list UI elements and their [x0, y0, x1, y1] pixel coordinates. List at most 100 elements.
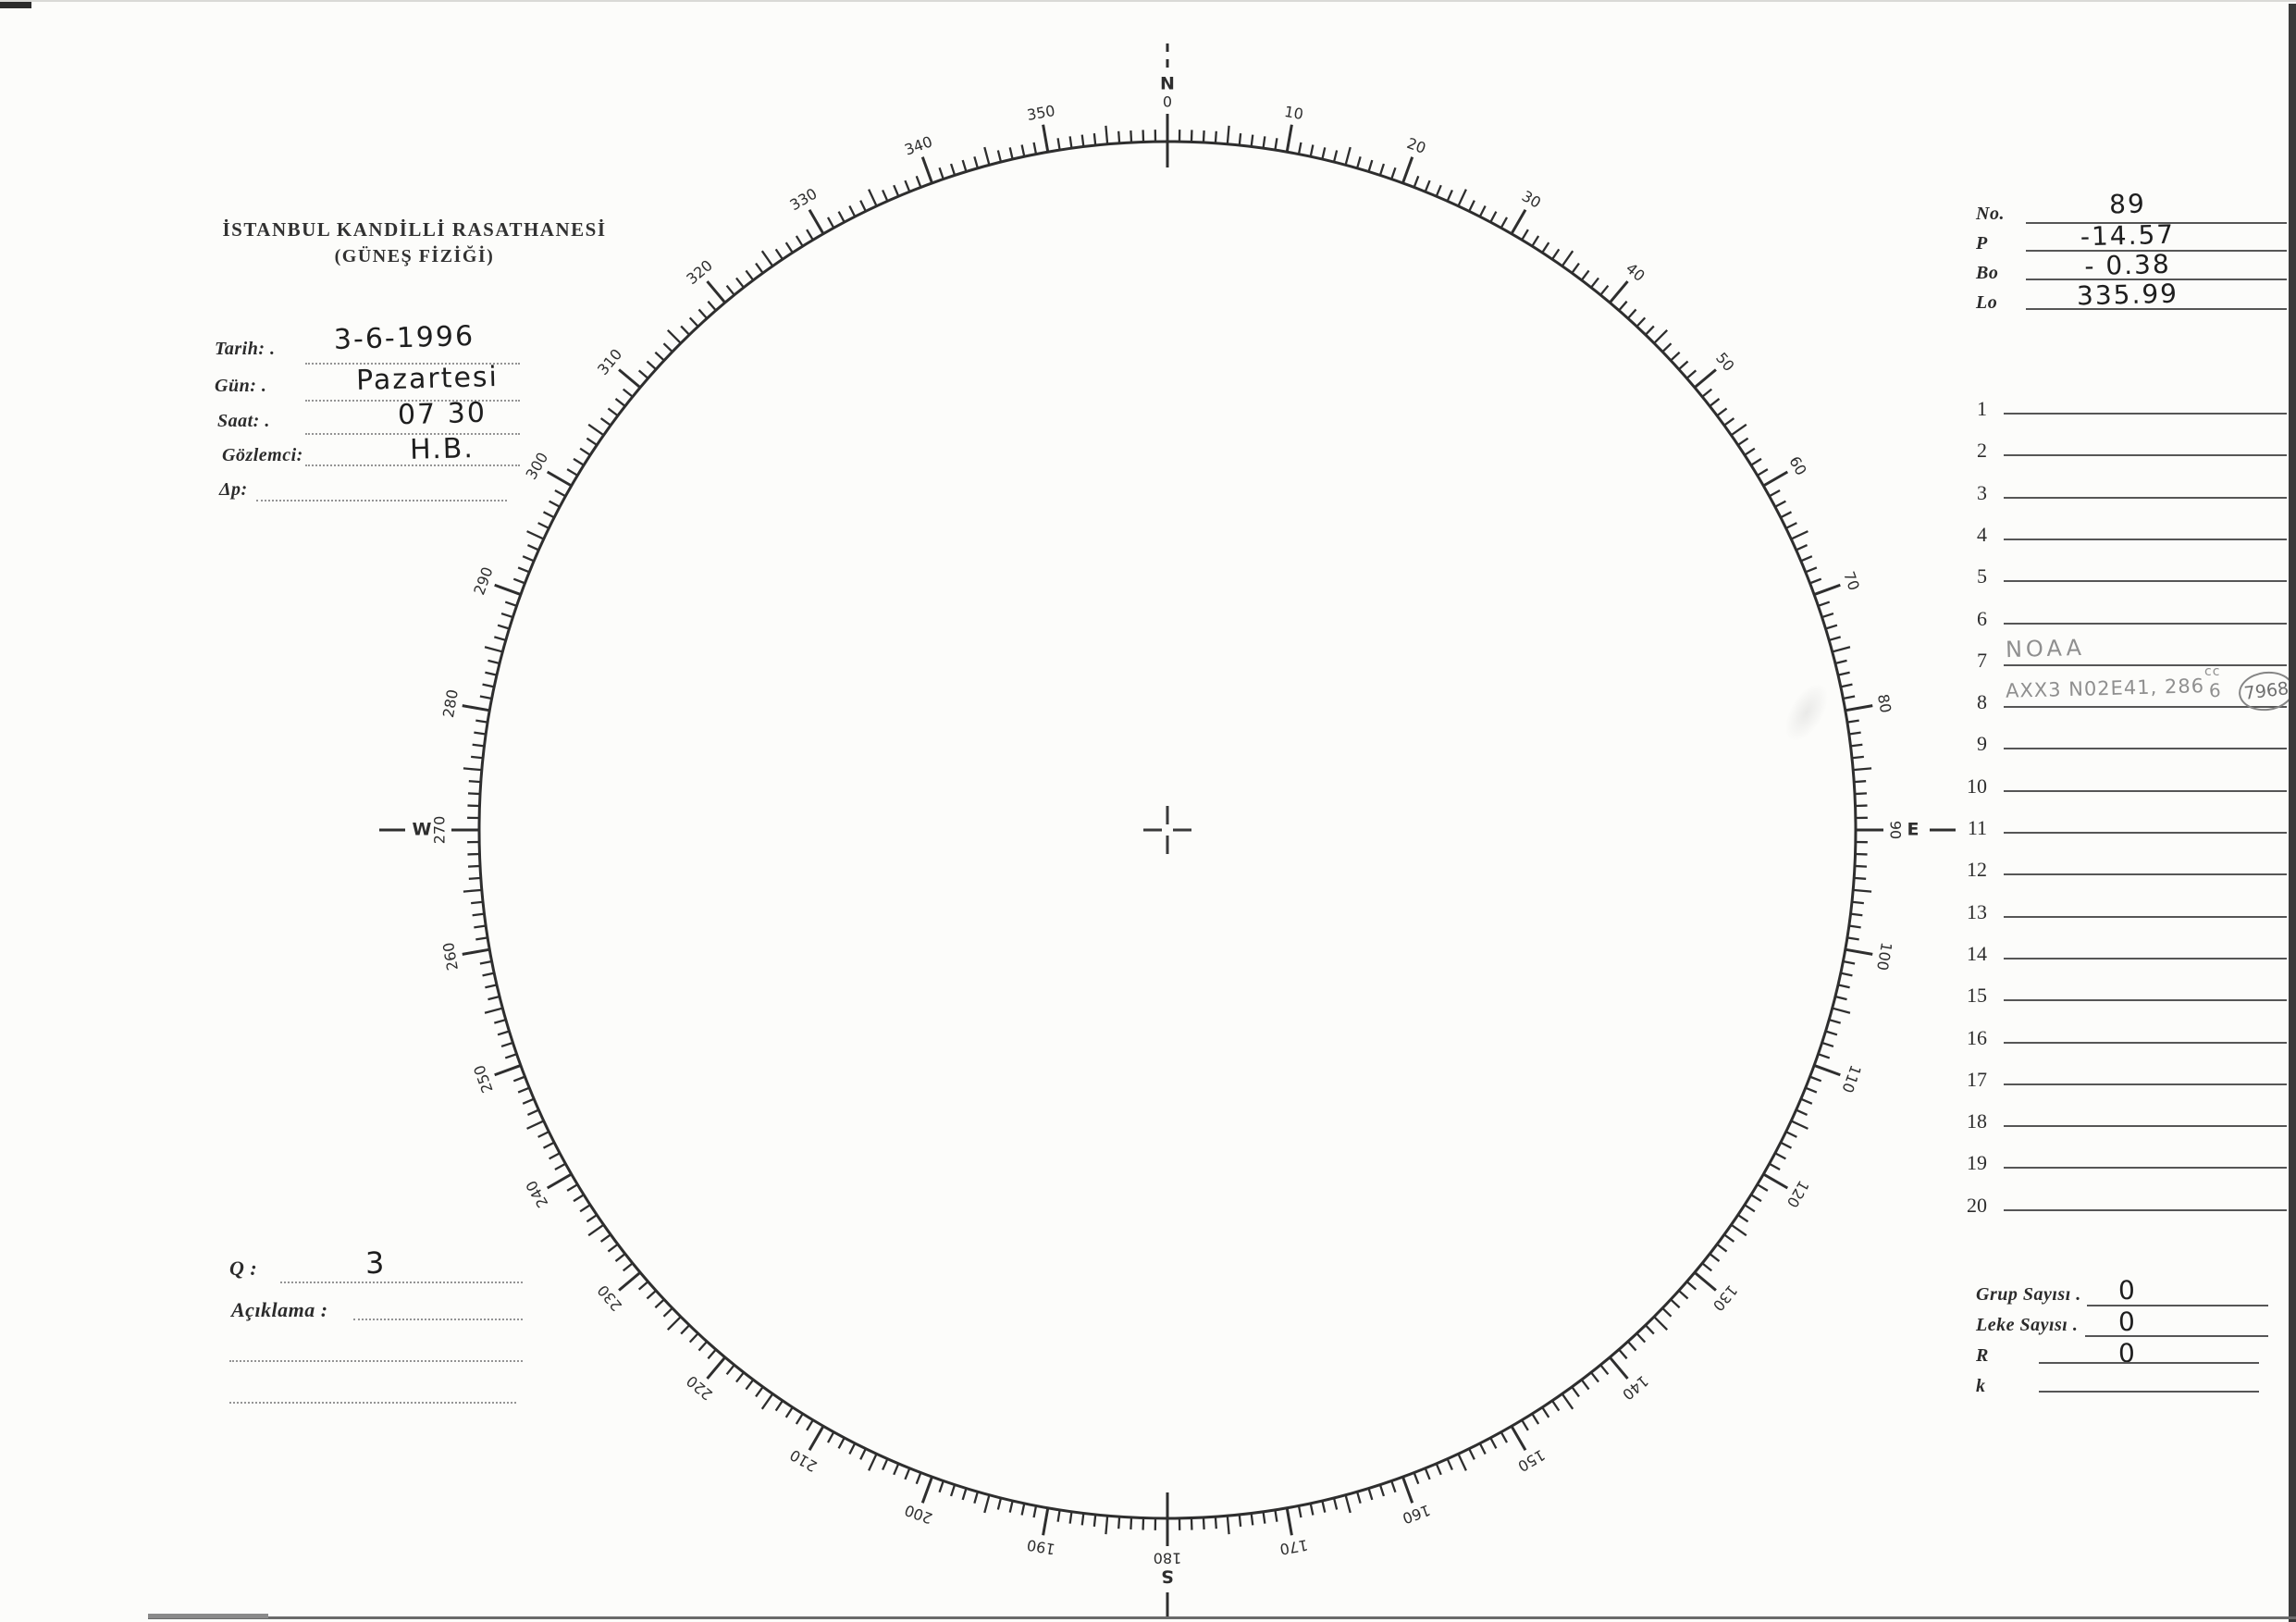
- region-row-number: 12: [1967, 858, 1987, 882]
- region-row-underline: [2004, 580, 2287, 583]
- observatory-subtitle: (GÜNEŞ FİZİĞİ): [334, 246, 495, 266]
- region-row-number: 3: [1977, 480, 1987, 504]
- region-row-entry-handwritten: NOAA: [2005, 634, 2086, 662]
- degree-label: 20: [1404, 134, 1428, 157]
- region-row-underline: [2004, 789, 2287, 792]
- degree-label: 10: [1283, 103, 1304, 123]
- region-row-underline: [2004, 873, 2287, 876]
- region-row-number: 9: [1977, 732, 1987, 756]
- region-row-underline: [2004, 496, 2287, 499]
- region-row-number: 1: [1977, 397, 1987, 420]
- degree-label: 340: [902, 132, 934, 158]
- degree-label: 270: [431, 816, 449, 845]
- disk-rim: [477, 140, 1858, 1520]
- meta-field-label: Gözlemci:: [222, 445, 303, 465]
- ephemeris-field-label: No.: [1976, 204, 2005, 224]
- meta-field-value-handwritten: Pazartesi: [355, 360, 500, 398]
- counts-field-label: Grup Sayısı .: [1976, 1284, 2081, 1305]
- notes-underline-2: [229, 1360, 523, 1362]
- degree-label: 0: [1163, 93, 1172, 111]
- notes-underline-3: [229, 1402, 516, 1404]
- degree-label: 200: [902, 1501, 934, 1527]
- region-row-superscript: cc: [2204, 664, 2221, 680]
- meta-field-underline: [305, 433, 520, 435]
- degree-label: 330: [787, 185, 821, 215]
- counts-field-value-handwritten: 0: [2117, 1337, 2138, 1369]
- degree-label: 130: [1710, 1282, 1741, 1315]
- region-row-underline: [2004, 1125, 2287, 1128]
- region-row-underline: [2004, 622, 2287, 625]
- counts-field-value-handwritten: 0: [2117, 1274, 2138, 1306]
- degree-label: 90: [1887, 821, 1905, 839]
- region-row-number: 20: [1967, 1193, 1987, 1217]
- counts-field-value-handwritten: 0: [2117, 1306, 2138, 1338]
- degree-label: 280: [439, 688, 462, 719]
- region-row-number: 13: [1967, 899, 1987, 923]
- region-row-underline: [2004, 999, 2287, 1002]
- degree-label: 250: [470, 1063, 496, 1096]
- region-row-underline: [2004, 1083, 2287, 1085]
- meta-field-label: Saat: .: [217, 411, 270, 431]
- degree-label: 170: [1278, 1536, 1309, 1558]
- ephemeris-field-label: P: [1976, 233, 1988, 254]
- region-row-underline: [2004, 706, 2287, 709]
- cardinal-letter: W: [413, 820, 432, 840]
- region-row-underline: [2004, 832, 2287, 834]
- quality-label: Q :: [229, 1257, 258, 1280]
- degree-labels: 0102030405060708090100110120130140150160…: [431, 93, 1905, 1567]
- degree-label: 310: [594, 345, 625, 378]
- observatory-title: İSTANBUL KANDİLLİ RASATHANESİ: [222, 218, 607, 241]
- region-row-number: 19: [1967, 1151, 1987, 1175]
- region-row-underline: [2004, 663, 2287, 666]
- region-row-number: 5: [1977, 564, 1987, 588]
- ephemeris-field-label: Bo: [1976, 263, 1999, 283]
- counts-field-underline: [2087, 1305, 2268, 1306]
- cardinal-markers: N E S W: [379, 42, 1956, 1618]
- region-row-number: 2: [1977, 439, 1987, 463]
- counts-field-underline: [2039, 1362, 2259, 1364]
- ephemeris-field-label: Lo: [1976, 292, 1998, 313]
- degree-label: 190: [1026, 1536, 1056, 1558]
- center-crosshair: [1143, 806, 1191, 854]
- counts-field-underline: [2039, 1391, 2259, 1393]
- degree-label: 350: [1026, 102, 1056, 124]
- region-row-number: 16: [1967, 1025, 1987, 1049]
- meta-field-value-handwritten: 07 30: [397, 396, 488, 432]
- region-row-number: 10: [1967, 774, 1987, 798]
- ephemeris-field-underline: [2026, 222, 2287, 224]
- region-row-underline: [2004, 748, 2287, 750]
- degree-label: 180: [1154, 1550, 1182, 1567]
- degree-label: 240: [523, 1178, 552, 1211]
- degree-label: 80: [1874, 693, 1895, 714]
- region-row-number: 6: [1977, 606, 1987, 630]
- region-row-number: 18: [1967, 1109, 1987, 1133]
- meta-field-underline: [256, 500, 507, 501]
- meta-field-label: Tarih: .: [215, 339, 276, 359]
- cardinal-letter: E: [1907, 820, 1920, 840]
- degree-label: 30: [1519, 187, 1544, 212]
- region-row-underline: [2004, 915, 2287, 918]
- region-row-underline: [2004, 413, 2287, 415]
- degree-label: 110: [1838, 1063, 1864, 1096]
- cardinal-letter: S: [1161, 1566, 1174, 1587]
- degree-label: 100: [1873, 941, 1895, 972]
- meta-field-label: Gün: .: [215, 376, 267, 396]
- degree-label: 210: [787, 1446, 821, 1476]
- degree-label: 230: [594, 1282, 625, 1315]
- quality-underline: [280, 1282, 523, 1283]
- degree-label: 120: [1784, 1178, 1813, 1211]
- meta-field-underline: [305, 400, 520, 402]
- degree-label: 260: [439, 941, 462, 972]
- meta-field-value-handwritten: 3-6-1996: [333, 320, 475, 356]
- notes-underline-1: [353, 1319, 523, 1320]
- degree-label: 320: [683, 256, 716, 288]
- counts-field-label: k: [1976, 1376, 1986, 1396]
- region-row-underline: [2004, 538, 2287, 540]
- meta-field-underline: [305, 464, 520, 466]
- region-row-number: 17: [1967, 1067, 1987, 1091]
- ephemeris-field-underline: [2026, 250, 2287, 252]
- region-row-underline: [2004, 1208, 2287, 1211]
- ephemeris-field-underline: [2026, 308, 2287, 310]
- region-row-underline: [2004, 957, 2287, 960]
